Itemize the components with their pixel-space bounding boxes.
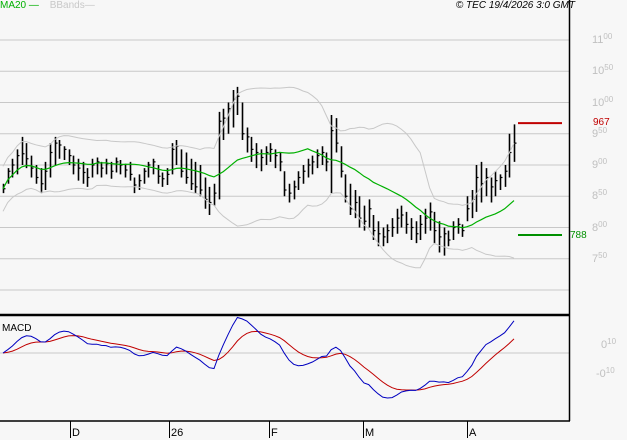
bband-upper-line — [2, 86, 515, 206]
price-axis-label: 850 — [592, 188, 608, 203]
ma20-line — [2, 148, 515, 229]
time-axis-label: M — [365, 427, 375, 439]
price-axis-label: 800 — [592, 219, 608, 234]
macd-line — [2, 316, 515, 399]
support-label: 788 — [570, 230, 587, 241]
macd-signal-line — [2, 330, 515, 391]
time-axis-label: F — [271, 427, 278, 439]
price-axis-label: 750 — [592, 250, 608, 265]
time-axis-label: A — [469, 427, 477, 439]
price-axis-label: 1050 — [592, 63, 614, 78]
time-axis-label: D — [72, 427, 80, 439]
macd-title: MACD — [2, 323, 32, 334]
price-axis-label: 950 — [592, 125, 608, 140]
legend-ma20: MA20 — — [0, 0, 39, 11]
copyright-label: © TEC 19/4/2026 3:0 GMT — [455, 0, 575, 11]
macd-axis-label: -010 — [596, 366, 615, 380]
resistance-label: 967 — [593, 117, 610, 128]
legend-bbands: BBands— — [49, 0, 95, 11]
time-axis-label: 26 — [171, 427, 184, 439]
macd-axis-label: 010 — [601, 337, 617, 351]
price-axis-label: 1100 — [592, 32, 613, 46]
bband-lower-line — [2, 184, 515, 269]
chart-legend: MA20 — BBands— — [0, 0, 95, 11]
price-axis-label: 1000 — [592, 94, 614, 109]
price-axis-label: 900 — [592, 157, 608, 171]
